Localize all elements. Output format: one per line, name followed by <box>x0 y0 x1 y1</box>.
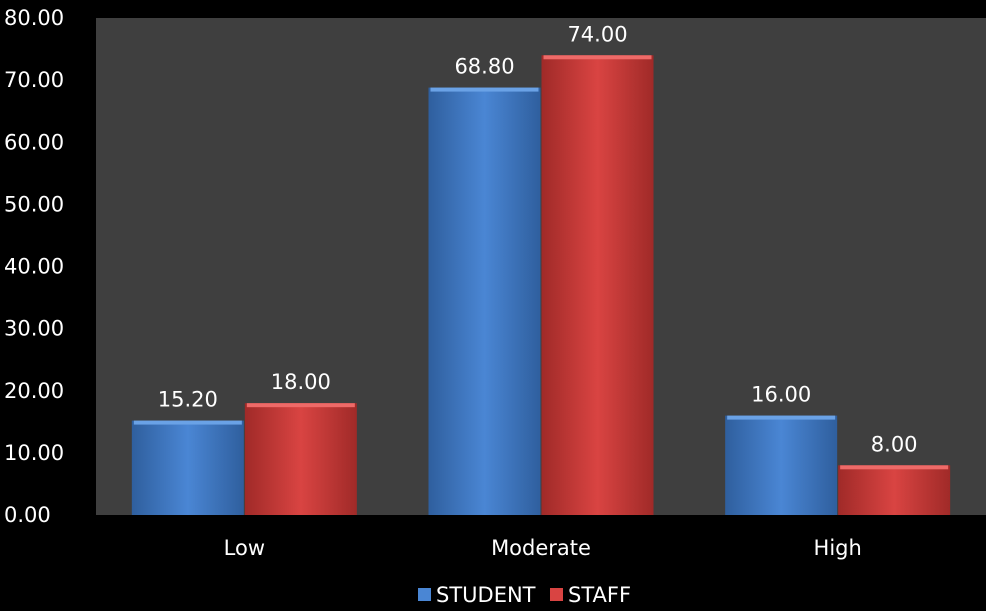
bar-student-low <box>131 420 244 515</box>
bars <box>131 55 951 516</box>
y-tick-label: 70.00 <box>4 68 64 92</box>
legend: STUDENT STAFF <box>418 583 631 607</box>
bar-highlight <box>430 87 539 92</box>
x-category-label: Moderate <box>491 536 591 560</box>
x-category-label: High <box>814 536 862 560</box>
legend-swatch-staff <box>550 588 563 601</box>
y-tick-label: 60.00 <box>4 130 64 154</box>
bar-highlight <box>727 415 836 420</box>
data-label: 68.80 <box>454 55 514 79</box>
bar-staff-moderate <box>541 55 654 516</box>
y-tick-label: 30.00 <box>4 317 64 341</box>
y-tick-label: 80.00 <box>4 6 64 30</box>
data-labels: 15.20 18.00 68.80 74.00 16.00 8.00 <box>158 22 918 456</box>
bar-highlight <box>246 403 355 408</box>
data-label: 74.00 <box>567 22 627 46</box>
plot-area <box>96 18 986 515</box>
y-tick-label: 50.00 <box>4 192 64 216</box>
bar-student-high <box>725 415 838 515</box>
bar-staff-low <box>244 403 357 515</box>
y-tick-label: 0.00 <box>4 503 51 527</box>
y-tick-label: 40.00 <box>4 255 64 279</box>
bar-highlight <box>840 465 949 470</box>
bar-staff-high <box>838 465 951 515</box>
bar-student-moderate <box>428 87 541 515</box>
legend-swatch-student <box>418 588 431 601</box>
data-label: 8.00 <box>871 432 918 456</box>
x-axis: Low Moderate High <box>224 536 862 560</box>
legend-label-student: STUDENT <box>436 583 536 607</box>
data-label: 16.00 <box>751 383 811 407</box>
y-tick-label: 10.00 <box>4 441 64 465</box>
legend-label-staff: STAFF <box>568 583 631 607</box>
bar-highlight <box>133 420 242 425</box>
y-tick-label: 20.00 <box>4 379 64 403</box>
y-axis: 0.00 10.00 20.00 30.00 40.00 50.00 60.00 70.00 8… <box>4 6 64 527</box>
data-label: 15.20 <box>158 388 218 412</box>
x-category-label: Low <box>224 536 265 560</box>
bar-highlight <box>543 55 652 60</box>
data-label: 18.00 <box>271 370 331 394</box>
